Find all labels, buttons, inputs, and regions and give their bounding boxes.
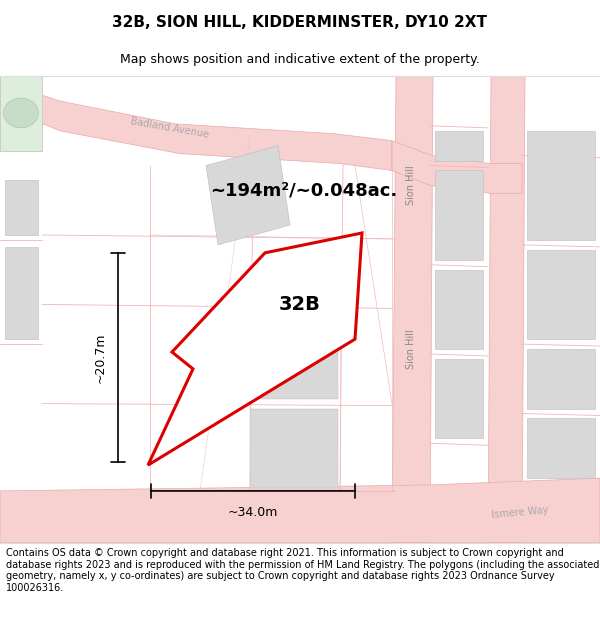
Polygon shape	[435, 359, 483, 438]
Polygon shape	[435, 131, 483, 161]
Text: ~34.0m: ~34.0m	[228, 506, 278, 519]
Polygon shape	[206, 146, 290, 245]
Polygon shape	[527, 250, 595, 339]
Text: Map shows position and indicative extent of the property.: Map shows position and indicative extent…	[120, 53, 480, 66]
Polygon shape	[435, 171, 483, 260]
Polygon shape	[392, 76, 433, 542]
Polygon shape	[488, 76, 525, 542]
Text: Ismere Way: Ismere Way	[491, 505, 549, 520]
Polygon shape	[250, 319, 338, 399]
Text: Sion Hill: Sion Hill	[406, 166, 416, 205]
Polygon shape	[435, 270, 483, 349]
Polygon shape	[527, 419, 595, 478]
Text: 32B, SION HILL, KIDDERMINSTER, DY10 2XT: 32B, SION HILL, KIDDERMINSTER, DY10 2XT	[113, 16, 487, 31]
Polygon shape	[0, 76, 42, 151]
Polygon shape	[0, 76, 392, 171]
Text: ~194m²/~0.048ac.: ~194m²/~0.048ac.	[210, 181, 397, 199]
Text: Sion Hill: Sion Hill	[406, 329, 416, 369]
Text: ~20.7m: ~20.7m	[94, 332, 107, 382]
Polygon shape	[5, 181, 38, 235]
Text: Badland Avenue: Badland Avenue	[130, 116, 210, 139]
Polygon shape	[5, 247, 38, 339]
Polygon shape	[0, 478, 600, 542]
Polygon shape	[148, 233, 362, 465]
Polygon shape	[527, 131, 595, 240]
Ellipse shape	[4, 98, 38, 128]
Polygon shape	[0, 76, 42, 151]
Polygon shape	[392, 141, 522, 193]
Text: 32B: 32B	[279, 295, 321, 314]
Polygon shape	[527, 349, 595, 409]
Polygon shape	[250, 409, 338, 488]
Text: Contains OS data © Crown copyright and database right 2021. This information is : Contains OS data © Crown copyright and d…	[6, 548, 599, 593]
